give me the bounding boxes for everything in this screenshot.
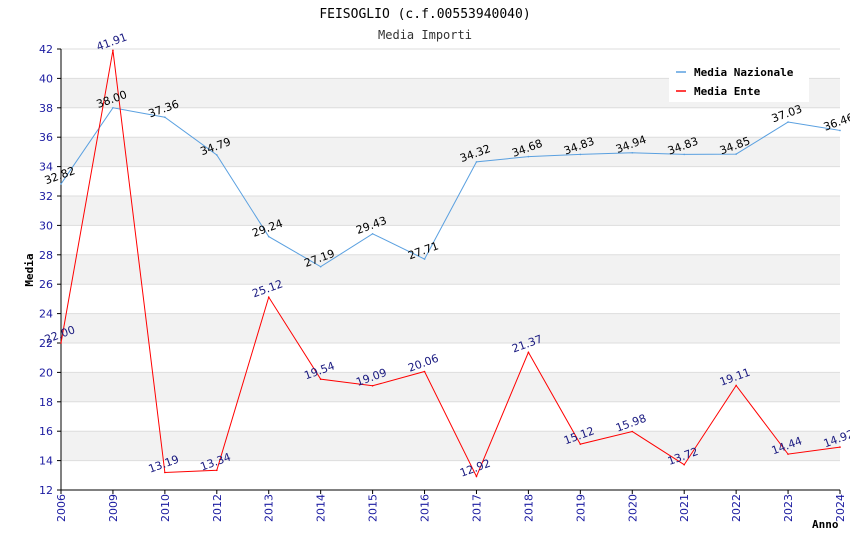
y-tick-label: 26 [39, 278, 53, 291]
x-tick-label: 2020 [626, 494, 639, 522]
y-tick-label: 42 [39, 43, 53, 56]
x-tick-label: 2012 [211, 494, 224, 522]
y-tick-label: 34 [39, 161, 53, 174]
data-point [112, 107, 114, 109]
x-tick-label: 2010 [159, 494, 172, 522]
x-tick-label: 2021 [678, 494, 691, 522]
x-tick-label: 2014 [315, 494, 328, 522]
data-point [423, 258, 426, 260]
data-point [527, 351, 530, 354]
grid-band [61, 254, 840, 285]
data-point [216, 154, 218, 156]
data-point [787, 453, 789, 455]
x-tick-label: 2015 [367, 494, 380, 522]
y-tick-label: 28 [39, 249, 53, 262]
y-tick-label: 30 [39, 219, 53, 232]
y-tick-label: 24 [39, 308, 53, 321]
legend-entry: Media Nazionale [694, 66, 794, 79]
series-line [60, 107, 841, 268]
y-tick-label: 16 [39, 425, 53, 438]
y-tick-label: 12 [39, 484, 53, 497]
data-point [579, 153, 582, 156]
data-point [839, 446, 841, 448]
data-point [631, 151, 634, 154]
data-point [371, 232, 374, 235]
data-point [735, 153, 737, 155]
data-point [475, 161, 478, 163]
y-tick-label: 32 [39, 190, 53, 203]
y-tick-label: 20 [39, 366, 53, 379]
x-axis-label: Anno [812, 518, 839, 531]
legend: Media Nazionale Media Ente [669, 60, 809, 102]
y-tick-label: 38 [39, 102, 53, 115]
y-tick-label: 40 [39, 72, 53, 85]
x-tick-label: 2013 [263, 494, 276, 522]
x-tick-label: 2019 [574, 494, 587, 522]
data-point [735, 384, 737, 387]
data-point [839, 129, 841, 132]
data-point [164, 471, 166, 474]
x-tick-label: 2006 [55, 494, 68, 522]
data-point [60, 183, 62, 185]
chart-title: FEISOGLIO (c.f.00553940040) [319, 7, 530, 22]
grid-band [61, 313, 840, 343]
data-label: 20.06 [406, 352, 440, 375]
data-point [475, 475, 478, 478]
data-point [319, 265, 322, 268]
data-point [371, 384, 374, 387]
x-tick-label: 2009 [107, 494, 120, 522]
x-tick-label: 2016 [419, 494, 432, 522]
y-tick-label: 14 [39, 455, 53, 468]
data-point [267, 235, 270, 238]
x-tick-label: 2024 [834, 494, 847, 522]
grid-band [61, 137, 840, 167]
data-point [579, 443, 582, 445]
x-tick-label: 2023 [782, 494, 795, 522]
legend-box [669, 60, 809, 102]
x-tick-label: 2018 [522, 494, 535, 522]
y-tick-label: 22 [39, 337, 53, 350]
data-point [527, 155, 530, 158]
data-point [683, 153, 685, 156]
grid-band [61, 372, 840, 402]
data-point [164, 116, 166, 119]
series-line [60, 50, 841, 478]
data-point [319, 378, 322, 380]
data-label: 41.91 [95, 31, 129, 54]
y-tick-label: 36 [39, 131, 53, 144]
data-point [216, 469, 218, 472]
data-point [787, 121, 789, 123]
legend-entry: Media Ente [694, 85, 761, 98]
data-point [631, 430, 634, 433]
data-point [112, 49, 114, 52]
x-tick-label: 2022 [730, 494, 743, 522]
y-axis-label: Media [23, 253, 36, 286]
chart-subtitle: Media Importi [378, 28, 472, 42]
y-tick-label: 18 [39, 396, 53, 409]
data-point [683, 463, 685, 466]
data-point [423, 370, 426, 373]
x-tick-label: 2017 [470, 494, 483, 522]
data-point [267, 296, 270, 298]
data-point [60, 342, 62, 344]
grid-band [61, 431, 840, 461]
